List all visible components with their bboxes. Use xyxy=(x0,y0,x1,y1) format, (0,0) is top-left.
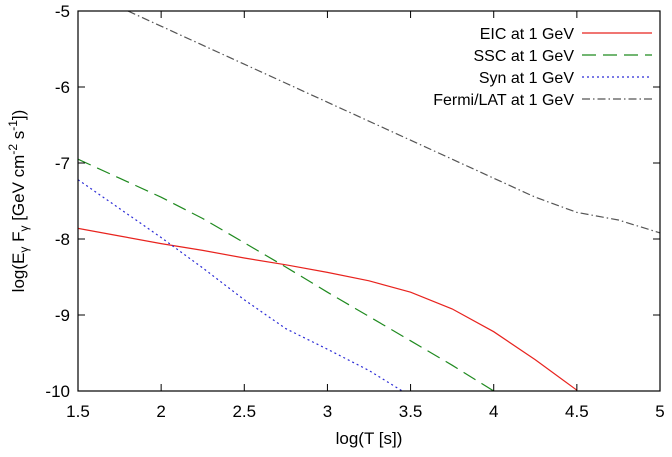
y-axis-title-sub1: γ xyxy=(17,247,31,253)
x-axis-title: log(T [s]) xyxy=(336,429,403,448)
y-axis-title-sup1: -2 xyxy=(6,144,20,155)
series-line-1 xyxy=(78,227,578,391)
x-tick-label: 2.5 xyxy=(232,402,256,421)
y-tick-label: -8 xyxy=(55,230,70,249)
plot-frame xyxy=(77,10,661,392)
y-axis-title-main: log(E xyxy=(9,253,28,293)
x-tick-label: 4.5 xyxy=(565,402,589,421)
y-tick-label: -10 xyxy=(45,382,70,401)
x-tick-label: 5 xyxy=(655,402,664,421)
y-axis-title-tail1: [GeV cm xyxy=(9,155,28,226)
x-tick-label: 2 xyxy=(156,402,165,421)
x-tick-label: 3 xyxy=(323,402,332,421)
y-axis-title-sub2: γ xyxy=(17,226,31,232)
legend-label: Fermi/LAT at 1 GeV xyxy=(433,92,574,109)
series-layer xyxy=(78,11,660,391)
y-axis-title-tail2: s xyxy=(9,131,28,144)
legend-label: EIC at 1 GeV xyxy=(480,26,575,43)
y-tick-label: -5 xyxy=(55,2,70,21)
y-axis-title-sup2: -1 xyxy=(6,120,20,131)
series-line-3 xyxy=(78,179,403,391)
x-tick-label: 4 xyxy=(489,402,498,421)
y-tick-label: -9 xyxy=(55,306,70,325)
series-line-4 xyxy=(127,11,660,234)
y-tick-label: -6 xyxy=(55,78,70,97)
y-axis-title-mid: F xyxy=(9,232,28,247)
series-line-2 xyxy=(78,158,495,391)
legend-label: SSC at 1 GeV xyxy=(474,48,575,65)
y-axis-title-tail3: ]) xyxy=(9,110,28,120)
y-axis-title: log(Eγ Fγ [GeV cm-2 s-1]) xyxy=(6,110,31,293)
legend: EIC at 1 GeV SSC at 1 GeV Syn at 1 GeV Ferm… xyxy=(433,26,652,109)
y-tick-label: -7 xyxy=(55,154,70,173)
x-tick-label: 3.5 xyxy=(399,402,423,421)
x-tick-label: 1.5 xyxy=(66,402,90,421)
ticks-layer: 1.5 2 2.5 3 3.5 4 4.5 5 -10 -9 -8 -7 -6 -5 xyxy=(45,2,664,421)
legend-label: Syn at 1 GeV xyxy=(479,70,574,87)
